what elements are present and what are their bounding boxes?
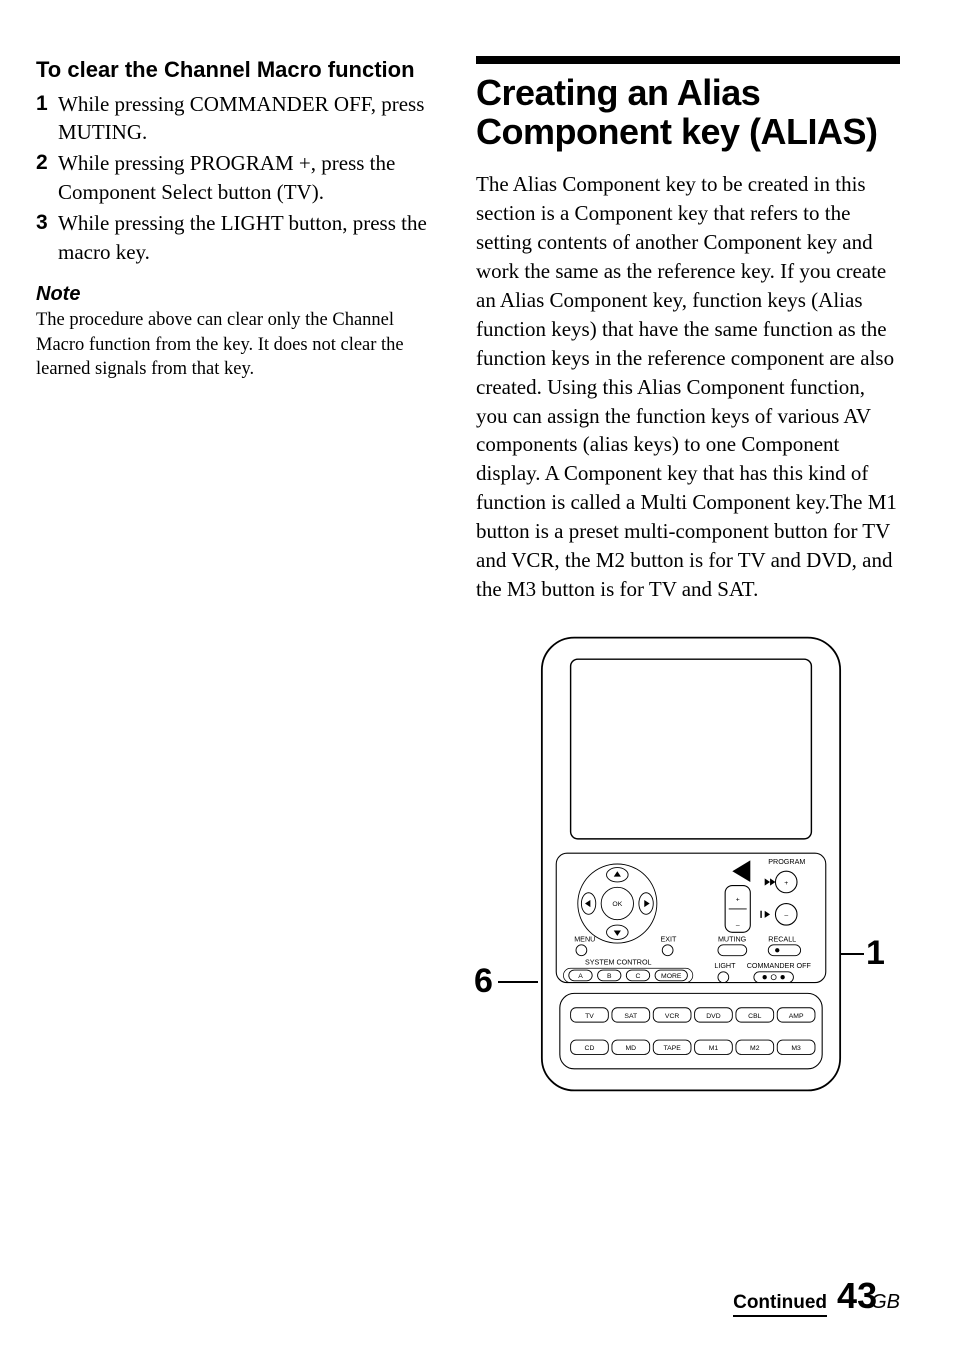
component-button-label: SAT (624, 1013, 637, 1020)
step-number: 2 (36, 149, 58, 178)
note-heading: Note (36, 283, 436, 306)
recall-label: RECALL (768, 936, 796, 944)
svg-text:–: – (736, 922, 740, 929)
clear-macro-heading: To clear the Channel Macro function (36, 56, 436, 84)
section-rule (476, 56, 900, 64)
steps-list: 1 While pressing COMMANDER OFF, press MU… (36, 90, 436, 268)
component-button-label: CD (585, 1045, 595, 1052)
exit-label: EXIT (660, 936, 677, 944)
svg-text:–: – (784, 913, 788, 920)
region-code: GB (871, 1291, 900, 1313)
svg-text:C: C (636, 973, 641, 980)
ok-label: OK (612, 901, 622, 908)
component-button-label: DVD (706, 1013, 720, 1020)
component-button-label: AMP (789, 1013, 804, 1020)
system-control-label: SYSTEM CONTROL (585, 959, 652, 967)
component-button-label: CBL (748, 1013, 761, 1020)
left-column: To clear the Channel Macro function 1 Wh… (36, 56, 436, 1124)
step-number: 1 (36, 90, 58, 119)
commander-off-label: COMMANDER OFF (747, 963, 812, 971)
step-text: While pressing PROGRAM +, press the Comp… (58, 149, 436, 207)
svg-text:MORE: MORE (661, 973, 682, 980)
page-footer: Continued 43GB (733, 1275, 900, 1317)
callout-1: 1 (866, 934, 885, 973)
callout-6: 6 (474, 962, 493, 1001)
svg-text:B: B (607, 973, 612, 980)
step-text: While pressing the LIGHT button, press t… (58, 209, 436, 267)
component-button-label: MD (626, 1045, 637, 1052)
svg-text:A: A (578, 973, 583, 980)
component-button-label: M3 (791, 1045, 801, 1052)
step-item: 2 While pressing PROGRAM +, press the Co… (36, 149, 436, 207)
program-label: PROGRAM (768, 858, 805, 866)
component-button-label: TV (585, 1013, 594, 1020)
remote-illustration: OK MENU EXIT (538, 634, 844, 1094)
component-button-label: VCR (665, 1013, 679, 1020)
remote-figure: 6 1 OK (476, 634, 900, 1124)
note-body: The procedure above can clear only the C… (36, 308, 436, 381)
callout-line-left (498, 981, 538, 983)
light-label: LIGHT (714, 963, 736, 971)
component-button-label: M2 (750, 1045, 760, 1052)
component-button-label: M1 (709, 1045, 719, 1052)
menu-label: MENU (574, 936, 595, 944)
step-text: While pressing COMMANDER OFF, press MUTI… (58, 90, 436, 148)
step-item: 3 While pressing the LIGHT button, press… (36, 209, 436, 267)
step-number: 3 (36, 209, 58, 238)
right-column: Creating an Alias Component key (ALIAS) … (476, 56, 900, 1124)
svg-text:+: + (736, 897, 740, 904)
muting-label: MUTING (718, 936, 747, 944)
main-title: Creating an Alias Component key (ALIAS) (476, 74, 900, 152)
component-button-label: TAPE (663, 1045, 681, 1052)
step-item: 1 While pressing COMMANDER OFF, press MU… (36, 90, 436, 148)
svg-text:+: + (784, 880, 788, 887)
main-paragraph: The Alias Component key to be created in… (476, 170, 900, 605)
continued-label: Continued (733, 1292, 827, 1317)
